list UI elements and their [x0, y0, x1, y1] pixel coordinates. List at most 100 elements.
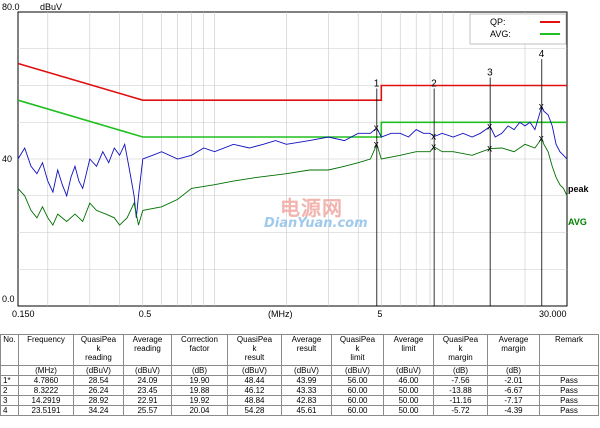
table-cell: 28.92: [73, 395, 124, 406]
table-cell: 23.45: [123, 385, 172, 396]
table-cell: 34.24: [73, 405, 124, 416]
table-cell: 46.00: [383, 375, 434, 386]
marker-label: 4: [539, 49, 545, 60]
table-cell: -13.88: [433, 385, 488, 396]
table-cell: -7.17: [487, 395, 540, 406]
table-cell: 24.09: [123, 375, 172, 386]
table-cell: 60.00: [331, 385, 384, 396]
x-unit-label: (MHz): [268, 309, 293, 319]
table-cell: 23.5191: [18, 405, 74, 416]
table-cell: 42.83: [281, 395, 332, 406]
marker-x: x: [487, 144, 492, 155]
watermark-logo: 电源网 DianYuan.com: [222, 192, 392, 240]
table-cell: Pass: [539, 405, 599, 416]
table-cell: Pass: [539, 375, 599, 386]
table-header-cell: Average reading: [123, 334, 172, 366]
table-cell: 48.84: [227, 395, 282, 406]
table-unit-cell: (dB): [487, 365, 540, 376]
table-cell: 20.04: [171, 405, 228, 416]
x-tick-label: 0.5: [139, 309, 152, 319]
table-header-cell: Average limit: [383, 334, 434, 366]
legend-label: AVG:: [490, 29, 511, 39]
table-header-row: No. Frequency QuasiPea k reading Average readi…: [0, 334, 599, 366]
table-cell: 43.99: [281, 375, 332, 386]
table-cell: 60.00: [331, 405, 384, 416]
table-cell: Pass: [539, 385, 599, 396]
table-unit-cell: (dBuV): [383, 365, 434, 376]
table-header-cell: Correction factor: [171, 334, 228, 366]
table-unit-cell: (dB): [171, 365, 228, 376]
table-cell: 3: [0, 395, 19, 406]
table-cell: -11.16: [433, 395, 488, 406]
x-tick-label: 0.150: [12, 309, 35, 319]
table-unit-cell: (dBuV): [123, 365, 172, 376]
table-header-cell: QuasiPea k result: [227, 334, 282, 366]
marker-x: x: [431, 142, 436, 153]
limit-line-qp: [17, 62, 567, 101]
side-label: AVG: [568, 217, 587, 227]
table-cell: 43.33: [281, 385, 332, 396]
legend-label: QP:: [490, 17, 506, 27]
marker-label: 1: [374, 79, 380, 90]
table-header-cell: Frequency: [18, 334, 74, 366]
table-units-row: (MHz) (dBuV) (dBuV) (dB) (dBuV) (dBuV) (dBuV)(…: [0, 365, 599, 376]
y-tick-label: 0.0: [2, 294, 15, 304]
table-cell: 1*: [0, 375, 19, 386]
table-header-cell: QuasiPea k limit: [331, 334, 384, 366]
table-cell: 45.61: [281, 405, 332, 416]
table-cell: 25.57: [123, 405, 172, 416]
table-cell: 8.3222: [18, 385, 74, 396]
table-header-cell: QuasiPea k margin: [433, 334, 488, 366]
table-cell: 50.00: [383, 395, 434, 406]
table-cell: 22.91: [123, 395, 172, 406]
table-unit-cell: (dBuV): [73, 365, 124, 376]
table-cell: -7.56: [433, 375, 488, 386]
results-table-wrap: No. Frequency QuasiPea k reading Average readi…: [0, 334, 600, 416]
table-cell: 46.12: [227, 385, 282, 396]
y-unit-label: dBuV: [40, 2, 62, 12]
y-tick-label: 80.0: [2, 2, 20, 12]
table-unit-cell: (dBuV): [281, 365, 332, 376]
table-header-cell: Remark: [539, 334, 599, 366]
table-unit-cell: (dB): [433, 365, 488, 376]
series-line-peak: [17, 105, 568, 218]
table-cell: 4.7860: [18, 375, 74, 386]
y-tick-label: 40: [2, 154, 12, 164]
table-unit-cell: (dBuV): [331, 365, 384, 376]
table-row: 2 8.3222 26.24 23.45 19.88 46.12 43.33 60.00 50.…: [0, 385, 599, 396]
table-header-cell: QuasiPea k reading: [73, 334, 124, 366]
table-cell: 56.00: [331, 375, 384, 386]
watermark-en: DianYuan.com: [264, 216, 368, 231]
table-unit-cell: (MHz): [18, 365, 74, 376]
table-cell: Pass: [539, 395, 599, 406]
marker-x: x: [431, 132, 436, 143]
legend-box: [469, 13, 567, 45]
table-cell: -5.72: [433, 405, 488, 416]
table-unit-cell: [539, 365, 599, 376]
table-cell: -2.01: [487, 375, 540, 386]
series-line-avg: [17, 137, 568, 227]
table-unit-cell: (dBuV): [227, 365, 282, 376]
table-row: 1* 4.7860 28.54 24.09 19.90 48.44 43.99 56.00 46…: [0, 375, 599, 386]
x-tick-label: 5: [377, 309, 382, 319]
table-cell: 48.44: [227, 375, 282, 386]
marker-x: x: [487, 122, 492, 133]
marker-x: x: [539, 133, 544, 144]
table-cell: 4: [0, 405, 19, 416]
table-unit-cell: [0, 365, 19, 376]
x-tick-label: 30.000: [539, 309, 567, 319]
table-cell: 60.00: [331, 395, 384, 406]
table-cell: 26.24: [73, 385, 124, 396]
table-cell: 19.90: [171, 375, 228, 386]
table-cell: 19.92: [171, 395, 228, 406]
table-row: 4 23.5191 34.24 25.57 20.04 54.28 45.61 60.00 50…: [0, 405, 599, 416]
table-header-cell: Average result: [281, 334, 332, 366]
table-cell: 50.00: [383, 385, 434, 396]
table-cell: 2: [0, 385, 19, 396]
table-row: 3 14.2919 28.92 22.91 19.92 48.84 42.83 60.00 50…: [0, 395, 599, 406]
table-body: 1* 4.7860 28.54 24.09 19.90 48.44 43.99 56.00 46…: [0, 375, 599, 416]
table-cell: 28.54: [73, 375, 124, 386]
marker-x: x: [374, 123, 379, 134]
table-header-cell: No.: [0, 334, 19, 366]
